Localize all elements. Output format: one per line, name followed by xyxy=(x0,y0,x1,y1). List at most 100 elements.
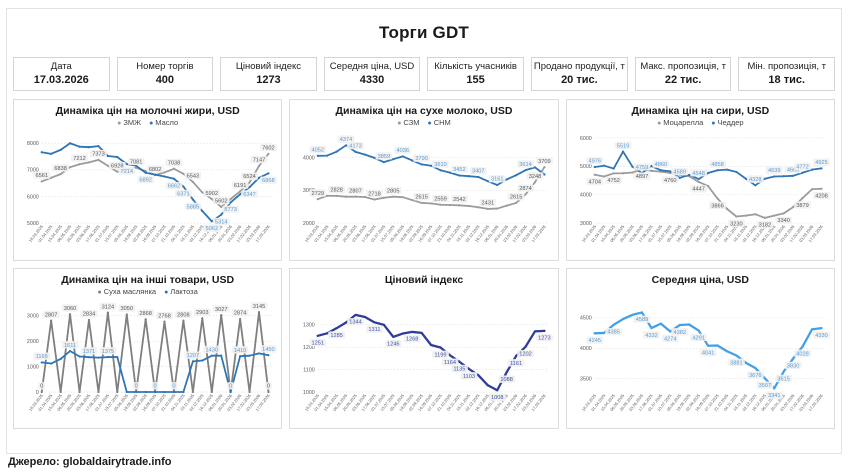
svg-text:3614: 3614 xyxy=(520,162,533,168)
svg-text:2903: 2903 xyxy=(196,310,209,316)
legend-item: ● СЗМ xyxy=(397,118,419,127)
legend-label: СЗМ xyxy=(403,118,420,127)
svg-text:3340: 3340 xyxy=(777,218,790,224)
chart-plot: 010002000300018.03.202501.04.202515.04.2… xyxy=(27,301,277,412)
kpi-value: 22 тис. xyxy=(664,74,702,86)
svg-text:4858: 4858 xyxy=(711,162,724,168)
chart-title: Ціновий індекс xyxy=(384,273,464,286)
chart-card-other-goods: Динаміка цін на інші товари, USD ● Суха м… xyxy=(13,267,283,429)
svg-text:6000: 6000 xyxy=(580,136,592,142)
legend-item: ● Моцарелла xyxy=(657,118,703,127)
chart-plot-holder: 5000 6000 7000 8000 18.03.2025 01.04.2025 15.0… xyxy=(16,127,279,260)
chart-plot-holder: 1000 1100 1200 1300 18.03.2025 01.04.2025 15.0… xyxy=(292,296,555,429)
svg-text:3182: 3182 xyxy=(758,223,771,229)
svg-text:3500: 3500 xyxy=(580,376,592,382)
svg-text:4028: 4028 xyxy=(796,351,809,357)
chart-title: Динаміка цін на молочні жири, USD xyxy=(55,105,240,117)
chart-plot: 500060007000800018.03.202501.04.202515.0… xyxy=(27,141,277,243)
kpi-card-4: Середня ціна, USD 4330 xyxy=(323,57,421,91)
svg-text:6347: 6347 xyxy=(243,192,256,198)
svg-text:1375: 1375 xyxy=(102,348,115,354)
svg-text:4052: 4052 xyxy=(312,148,325,154)
svg-text:6662: 6662 xyxy=(168,184,181,190)
svg-text:3027: 3027 xyxy=(215,306,228,312)
kpi-card-2: Номер торгів 400 xyxy=(116,57,214,91)
svg-text:3790: 3790 xyxy=(416,156,429,162)
legend-dot-icon: ● xyxy=(149,120,156,127)
legend-label: Масло xyxy=(155,118,179,127)
svg-text:5773: 5773 xyxy=(224,207,237,213)
svg-text:2874: 2874 xyxy=(234,310,247,316)
chart-plot: 100011001200130018.03.202501.04.202515.0… xyxy=(303,313,554,412)
svg-text:7602: 7602 xyxy=(262,146,275,152)
kpi-label: Мін. пропозиція, т xyxy=(747,61,827,72)
legend-label: ЗМЖ xyxy=(123,118,142,127)
svg-text:1008: 1008 xyxy=(491,395,504,401)
kpi-label: Продано продукції, т xyxy=(533,61,625,72)
svg-text:4382: 4382 xyxy=(673,329,686,335)
svg-text:7214: 7214 xyxy=(121,169,134,175)
svg-text:2431: 2431 xyxy=(482,201,495,207)
svg-text:3615: 3615 xyxy=(777,376,790,382)
svg-text:4976: 4976 xyxy=(588,159,601,165)
svg-text:6561: 6561 xyxy=(35,173,48,179)
svg-text:3452: 3452 xyxy=(453,167,466,173)
svg-text:5519: 5519 xyxy=(616,143,629,149)
svg-text:3507: 3507 xyxy=(758,383,771,389)
svg-text:1344: 1344 xyxy=(350,319,363,325)
chart-plot: 300040005000600018.03.202501.04.202515.0… xyxy=(580,136,830,243)
chart-legend xyxy=(292,287,555,296)
svg-text:1430: 1430 xyxy=(206,347,219,353)
chart-plot-holder: 3000 4000 5000 6000 18.03.2025 01.04.2025 15.0… xyxy=(569,127,832,260)
chart-legend: ● ЗМЖ ● Масло xyxy=(16,118,279,127)
svg-text:4000: 4000 xyxy=(303,155,315,161)
legend-item: ● Лактоза xyxy=(164,287,198,296)
svg-text:6928: 6928 xyxy=(111,163,124,169)
svg-text:1611: 1611 xyxy=(64,342,76,348)
svg-text:4760: 4760 xyxy=(664,178,677,184)
svg-text:5902: 5902 xyxy=(206,191,219,197)
legend-label: СНМ xyxy=(433,118,451,127)
svg-text:1268: 1268 xyxy=(406,336,419,342)
svg-text:4173: 4173 xyxy=(350,144,363,150)
legend-item: ● Масло xyxy=(149,118,178,127)
svg-text:3341: 3341 xyxy=(768,393,781,399)
svg-text:2000: 2000 xyxy=(303,221,315,227)
svg-text:1164: 1164 xyxy=(444,360,456,366)
chart-plot: 35004000450018.03.202501.04.202515.04.20… xyxy=(580,310,830,412)
svg-text:2559: 2559 xyxy=(435,196,448,202)
source-note: Джерело: globaldairytrade.info xyxy=(8,456,172,468)
svg-text:3050: 3050 xyxy=(121,306,134,312)
svg-text:1300: 1300 xyxy=(303,322,315,328)
legend-item: ● СНМ xyxy=(428,118,451,127)
kpi-value: 4330 xyxy=(359,74,385,86)
legend-dot-icon: ● xyxy=(711,120,718,127)
chart-title: Динаміка цін на інші товари, USD xyxy=(61,273,235,286)
svg-text:3000: 3000 xyxy=(580,221,592,227)
svg-text:7038: 7038 xyxy=(168,161,181,167)
kpi-label: Номер торгів xyxy=(136,61,194,72)
page-title: Торги GDT xyxy=(378,23,470,42)
svg-text:0: 0 xyxy=(36,389,39,395)
svg-text:3881: 3881 xyxy=(730,360,743,366)
svg-text:6838: 6838 xyxy=(54,166,67,172)
svg-text:0: 0 xyxy=(267,383,270,389)
kpi-card-6: Продано продукції, т 20 тис. xyxy=(530,57,628,91)
svg-text:4665: 4665 xyxy=(787,168,800,174)
svg-text:3161: 3161 xyxy=(491,177,504,183)
svg-text:4447: 4447 xyxy=(692,187,705,193)
svg-text:3124: 3124 xyxy=(102,304,115,310)
svg-text:6868: 6868 xyxy=(262,178,275,184)
svg-text:0: 0 xyxy=(172,383,175,389)
svg-text:4759: 4759 xyxy=(635,165,648,171)
chart-title: Динаміка цін на сухе молоко, USD xyxy=(335,105,513,117)
svg-text:4639: 4639 xyxy=(768,168,781,174)
chart-card-milk-fats: Динаміка цін на молочні жири, USD ● ЗМЖ ● … xyxy=(13,99,283,261)
svg-text:6802: 6802 xyxy=(149,167,162,173)
svg-text:6543: 6543 xyxy=(187,174,200,180)
legend-item: ● Суха маслянка xyxy=(98,287,157,296)
svg-text:1311: 1311 xyxy=(369,327,381,333)
kpi-row: Дата 17.03.2026 Номер торгів 400 Ціновий інд… xyxy=(13,57,836,91)
kpi-value: 18 тис. xyxy=(768,74,806,86)
svg-text:3830: 3830 xyxy=(787,363,800,369)
